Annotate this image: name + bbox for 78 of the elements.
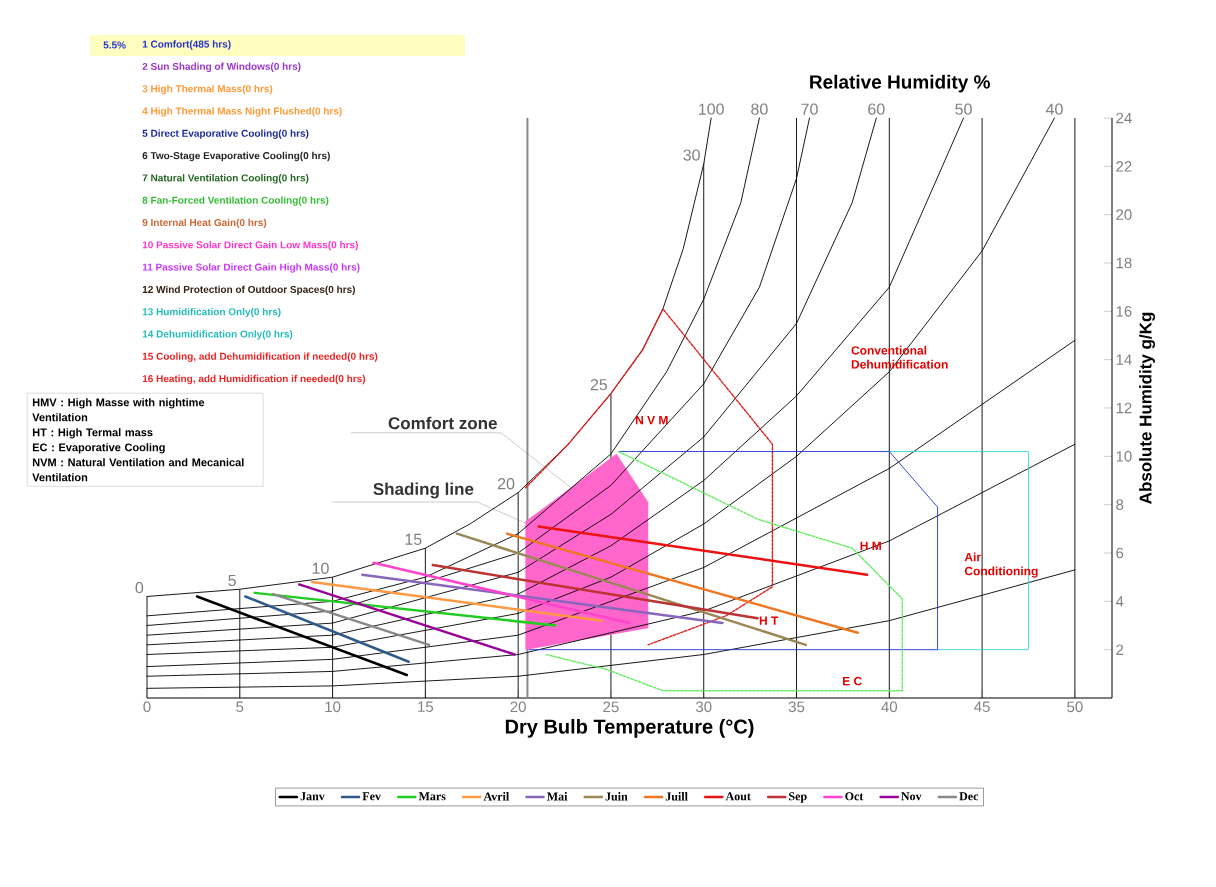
y-tick-label: 12 xyxy=(1116,402,1132,414)
annotation: 20 xyxy=(497,478,515,490)
annotation: E C xyxy=(842,676,862,686)
legend-label: Mai xyxy=(547,792,568,801)
y-tick-label: 6 xyxy=(1116,547,1124,559)
x-tick-label: 40 xyxy=(881,701,898,713)
annotation: N V M xyxy=(635,415,668,425)
x-tick-label: 30 xyxy=(695,701,712,713)
annotation: 10 xyxy=(312,562,329,574)
annotation: 6 Two-Stage Evaporative Cooling(0 hrs) xyxy=(142,151,330,162)
annotation: 40 xyxy=(1045,103,1063,115)
legend-label: Fev xyxy=(362,792,382,801)
annotation: 25 xyxy=(590,378,608,391)
x-tick-label: 45 xyxy=(974,701,990,712)
y-tick-label: 22 xyxy=(1116,161,1132,172)
annotation: 16 Heating, add Humidification if needed(0 hrs) xyxy=(142,374,366,385)
text: 3 High Thermal Mass(0 hrs) xyxy=(142,84,273,95)
legend-label: Janv xyxy=(300,792,325,801)
annotation: 5 xyxy=(228,574,236,587)
text: 4 High Thermal Mass Night Flushed(0 hrs) xyxy=(142,107,342,117)
legend-label: Avril xyxy=(483,792,510,801)
y-tick-label: 16 xyxy=(1116,306,1132,317)
legend-label: Juill xyxy=(665,792,688,801)
text: Comfort zone xyxy=(388,416,497,430)
y-tick-label: 2 xyxy=(1116,644,1124,655)
text: 5.5% xyxy=(103,41,126,49)
annotation: HT : High Termal mass xyxy=(32,428,153,439)
y-tick-label: 4 xyxy=(1115,596,1124,607)
annotation: 13 Humidification Only(0 hrs) xyxy=(142,307,281,318)
annotation: 0 xyxy=(135,581,144,594)
legend-label: Aout xyxy=(725,792,751,801)
x-axis-title: Dry Bulb Temperature (°C) xyxy=(505,719,754,738)
annotation: 50 xyxy=(955,103,972,115)
y-tick-label: 24 xyxy=(1116,112,1132,124)
x-tick-label: 50 xyxy=(1067,701,1083,713)
annotation: 10 Passive Solar Direct Gain Low Mass(0 hrs) xyxy=(142,241,358,251)
y-tick-label: 20 xyxy=(1116,209,1132,220)
text: 2 Sun Shading of Windows(0 hrs) xyxy=(142,62,301,72)
annotation: 70 xyxy=(801,103,818,115)
annotation: 60 xyxy=(868,103,885,115)
annotation: 5 Direct Evaporative Cooling(0 hrs) xyxy=(142,129,309,139)
annotation: 100 xyxy=(699,103,724,115)
y-axis-title: Absolute Humidity g/Kg xyxy=(1139,312,1156,504)
text: 1 Comfort(485 hrs) xyxy=(142,40,231,50)
x-tick-label: 5 xyxy=(236,701,244,712)
annotation: 12 Wind Protection of Outdoor Spaces(0 hrs) xyxy=(142,285,355,295)
y-tick-label: 10 xyxy=(1116,451,1132,462)
annotation: NVM : Natural Ventilation and Mecanical Ventilation xyxy=(32,458,244,482)
y-tick-label: 18 xyxy=(1116,257,1132,269)
legend-label: Dec xyxy=(959,792,979,801)
y-tick-label: 14 xyxy=(1116,354,1132,365)
annotation: 9 Internal Heat Gain(0 hrs) xyxy=(142,218,267,229)
annotation: 30 xyxy=(683,149,700,161)
y-tick-label: 8 xyxy=(1116,499,1124,510)
x-tick-label: 15 xyxy=(418,701,434,712)
annotation: HMV : High Masse with nightime Ventilation xyxy=(32,398,205,422)
annotation: 15 xyxy=(405,533,422,545)
x-tick-label: 10 xyxy=(325,701,341,713)
x-tick-label: 35 xyxy=(788,701,805,713)
x-tick-label: 20 xyxy=(510,701,526,713)
annotation: 11 Passive Solar Direct Gain High Mass(0 hrs) xyxy=(142,263,360,273)
annotation: EC : Evaporative Cooling xyxy=(32,443,165,454)
x-tick-label: 25 xyxy=(603,701,619,713)
annotation: 80 xyxy=(751,103,768,115)
legend-label: Mars xyxy=(418,792,446,801)
annotation: 15 Cooling, add Dehumidification if needed(0 hrs) xyxy=(142,352,378,362)
annotation: H T xyxy=(759,616,779,625)
annotation: 7 Natural Ventilation Cooling(0 hrs) xyxy=(142,174,309,184)
legend-label: Nov xyxy=(901,792,922,801)
annotation: 14 Dehumidification Only(0 hrs) xyxy=(142,330,293,340)
annotation: 8 Fan-Forced Ventilation Cooling(0 hrs) xyxy=(142,196,329,206)
legend-label: Oct xyxy=(845,792,864,801)
legend-label: Sep xyxy=(789,792,807,803)
ref-line-label: Shading line xyxy=(373,482,474,499)
x-tick-label: 0 xyxy=(143,701,151,713)
line-series xyxy=(545,450,903,692)
legend-label: Juin xyxy=(605,792,628,801)
chart-title: Relative Humidity % xyxy=(810,74,990,93)
